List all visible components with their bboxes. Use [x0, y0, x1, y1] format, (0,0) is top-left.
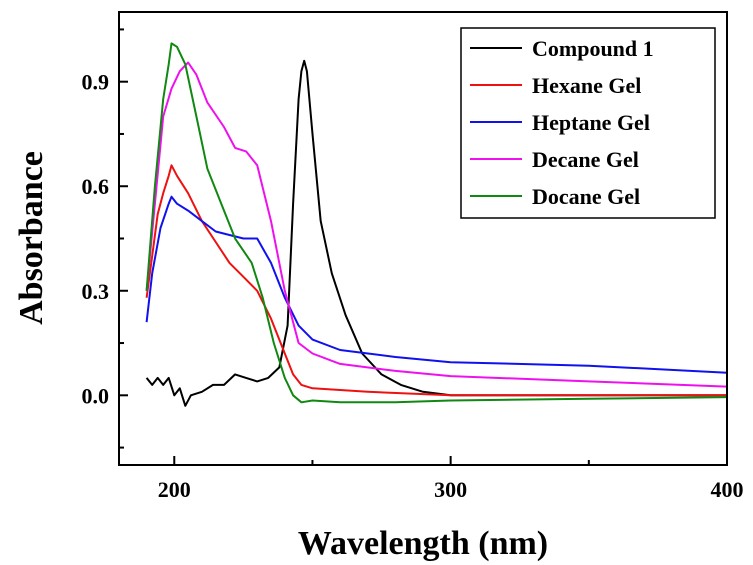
series-layer [145, 42, 728, 407]
legend-label-2: Heptane Gel [532, 110, 650, 135]
legend-label-4: Docane Gel [532, 184, 640, 209]
x-axis-title: Wavelength (nm) [298, 525, 548, 562]
series-line-4 [145, 42, 728, 404]
legend-label-1: Hexane Gel [532, 73, 641, 98]
series-line-2 [145, 195, 728, 374]
y-tick-label: 0.6 [82, 174, 110, 199]
x-tick-label: 300 [434, 477, 467, 502]
series-line-1 [145, 164, 727, 397]
x-tick-label: 200 [158, 477, 191, 502]
y-axis-title: Absorbance [13, 151, 50, 325]
ticks-layer: 200 300 400 0.0 0.3 0.6 0.9 [82, 28, 744, 502]
x-tick-label: 400 [711, 477, 744, 502]
y-tick-label: 0.9 [82, 70, 110, 95]
legend-label-0: Compound 1 [532, 36, 654, 61]
legend: Compound 1 Hexane Gel Heptane Gel Decane Ge… [460, 27, 716, 219]
series-line-0 [145, 59, 727, 407]
y-tick-label: 0.3 [82, 279, 110, 304]
y-tick-label: 0.0 [82, 383, 110, 408]
legend-label-3: Decane Gel [532, 147, 639, 172]
series-line-3 [145, 61, 728, 388]
